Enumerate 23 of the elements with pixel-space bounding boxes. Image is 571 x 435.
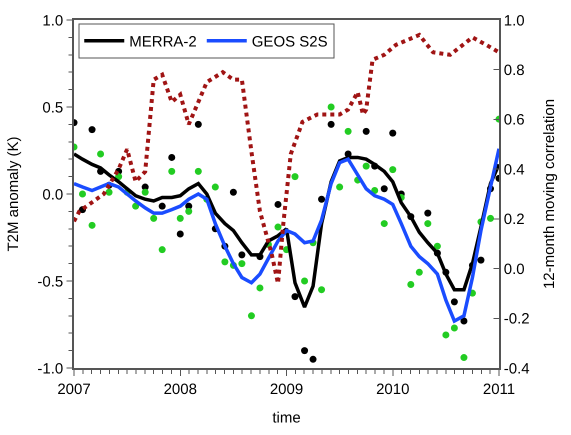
x-tick-label: 2008	[164, 380, 197, 398]
y-tick-label: 0.0	[42, 186, 64, 204]
y-tick-label: 0.5	[42, 99, 64, 116]
x-axis-title: time	[272, 409, 301, 426]
x-tick-label: 2009	[270, 380, 304, 398]
legend-label: MERRA-2	[129, 34, 197, 51]
y2-tick-label: 0.6	[504, 112, 525, 129]
x-tick-label: 2011	[482, 380, 516, 398]
y2-tick-label: -0.4	[504, 360, 530, 378]
y2-axis-title: 12-month moving correlation	[541, 98, 558, 290]
y2-tick-label: 1.0	[504, 12, 525, 30]
y2-tick-label: -0.2	[504, 310, 530, 328]
legend-label: GEOS S2S	[252, 34, 328, 51]
x-tick-label: 2007	[57, 380, 91, 398]
y-tick-label: 1.0	[42, 12, 64, 30]
y-axis-title: T2M anomaly (K)	[5, 136, 22, 252]
y-tick-label: -0.5	[37, 273, 64, 290]
y2-tick-label: 0.4	[504, 161, 525, 178]
y-tick-label: -1.0	[37, 360, 64, 378]
y2-tick-label: 0.8	[504, 62, 525, 79]
y2-tick-label: 0.0	[504, 260, 525, 278]
y2-tick-label: 0.2	[504, 211, 525, 228]
x-tick-label: 2010	[376, 380, 410, 398]
